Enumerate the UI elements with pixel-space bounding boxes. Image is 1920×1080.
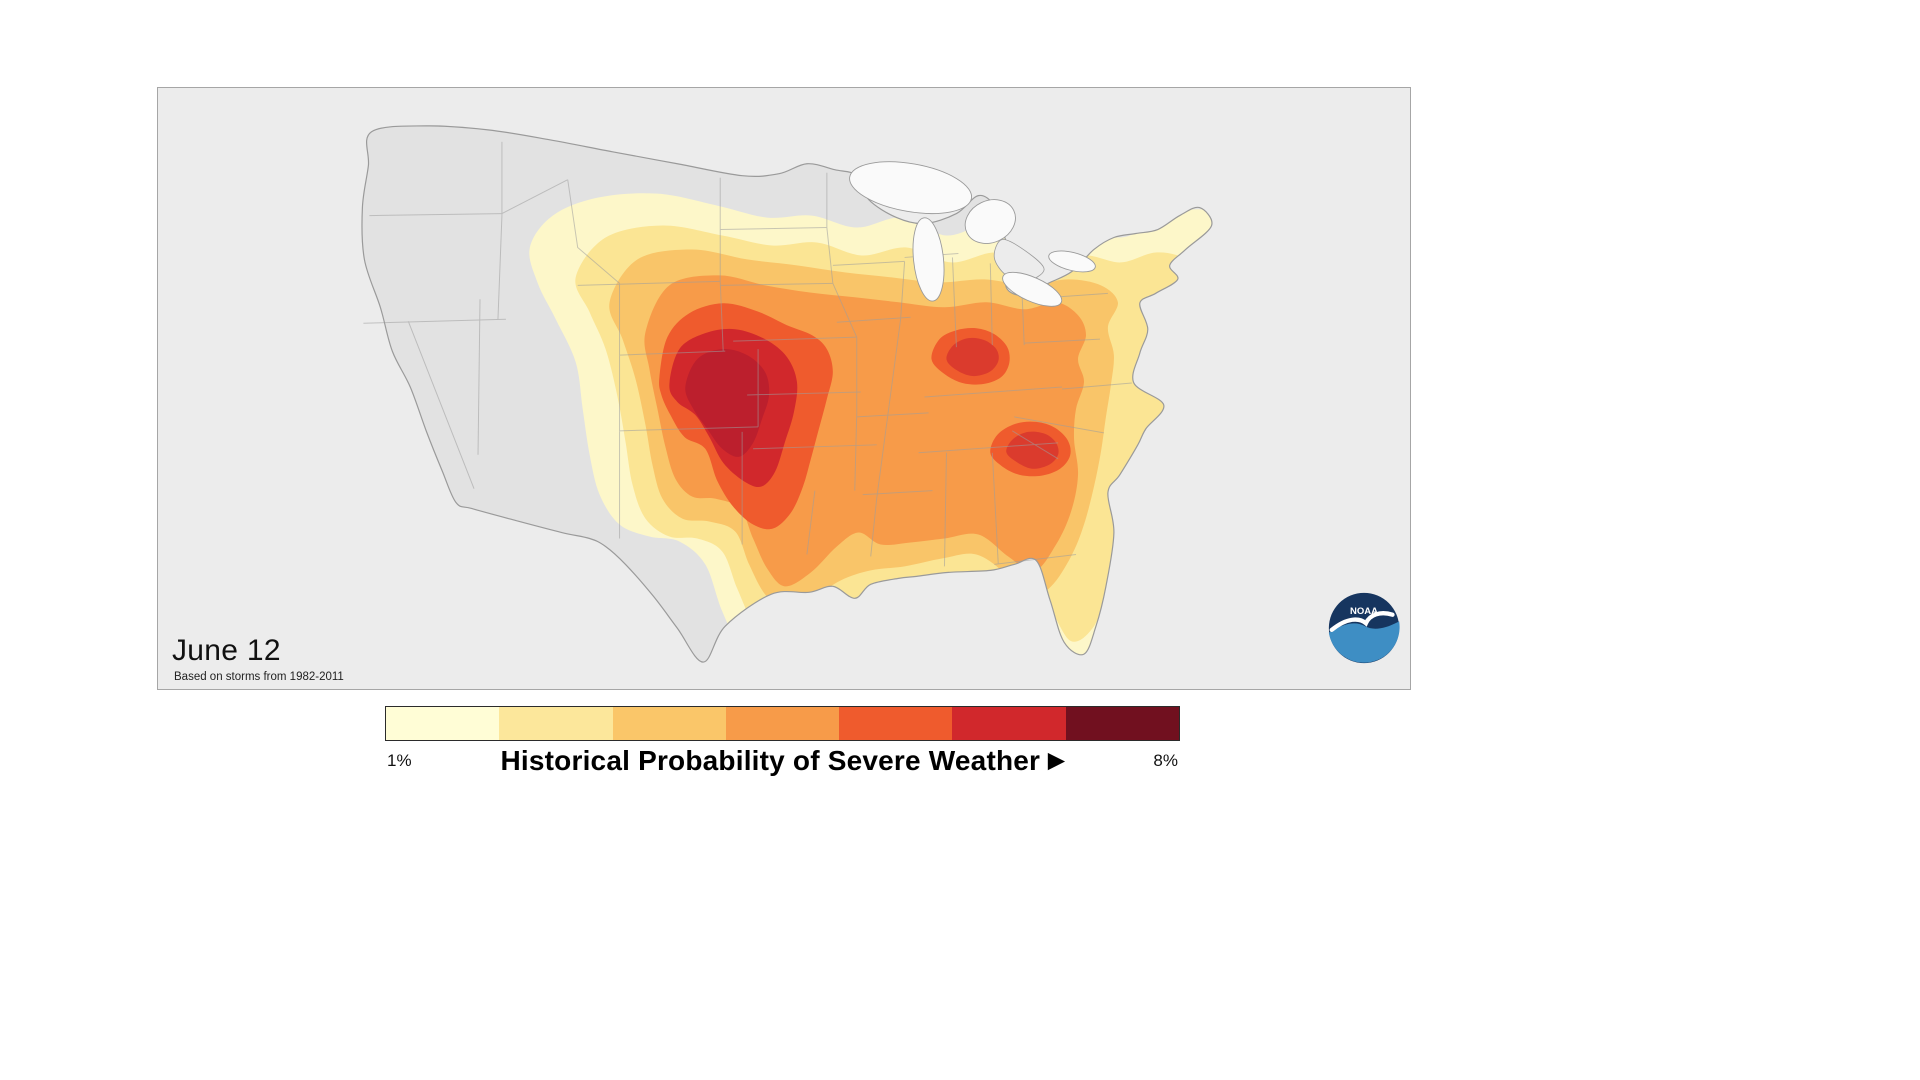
play-arrow-icon: ▶: [1048, 749, 1065, 772]
probability-contours: [529, 193, 1212, 663]
lake-superior: [849, 161, 973, 215]
us-map-svg: [361, 125, 1213, 663]
lake-michigan: [912, 217, 945, 302]
noaa-seagull-icon: [1329, 611, 1395, 633]
legend-labels-row: 1% Historical Probability of Severe Weat…: [385, 743, 1180, 789]
legend-segment-4: [725, 707, 840, 740]
legend-segment-3: [612, 707, 726, 740]
legend-min-label: 1%: [387, 751, 412, 770]
lake-erie: [1002, 271, 1063, 307]
legend-segment-1: [386, 707, 500, 740]
legend-max-label: 8%: [1153, 751, 1178, 770]
legend-title-text: Historical Probability of Severe Weather: [500, 745, 1041, 776]
legend-title: Historical Probability of Severe Weather…: [385, 745, 1180, 777]
contour-carolinas-level-6: [1006, 431, 1059, 469]
legend-segment-5: [839, 707, 953, 740]
data-source-note: Based on storms from 1982-2011: [174, 671, 344, 683]
lake-ontario: [1048, 250, 1096, 273]
contour-ohio-valley-level-6: [946, 337, 999, 377]
noaa-logo-text: NOAA: [1350, 606, 1378, 617]
legend-segment-2: [499, 707, 613, 740]
legend-color-bar: [385, 706, 1180, 741]
noaa-logo: NOAA: [1328, 592, 1400, 664]
legend: 1% Historical Probability of Severe Weat…: [385, 706, 1180, 789]
contour-plains-level-7: [685, 349, 770, 457]
state-borders: [363, 141, 1132, 567]
legend-segment-7: [1065, 707, 1179, 740]
lake-huron: [964, 199, 1016, 244]
noaa-logo-water: [1328, 621, 1400, 663]
map-panel: June 12 Based on storms from 1982-2011 N…: [157, 87, 1411, 690]
date-label: June 12: [172, 634, 281, 667]
legend-segment-6: [952, 707, 1066, 740]
